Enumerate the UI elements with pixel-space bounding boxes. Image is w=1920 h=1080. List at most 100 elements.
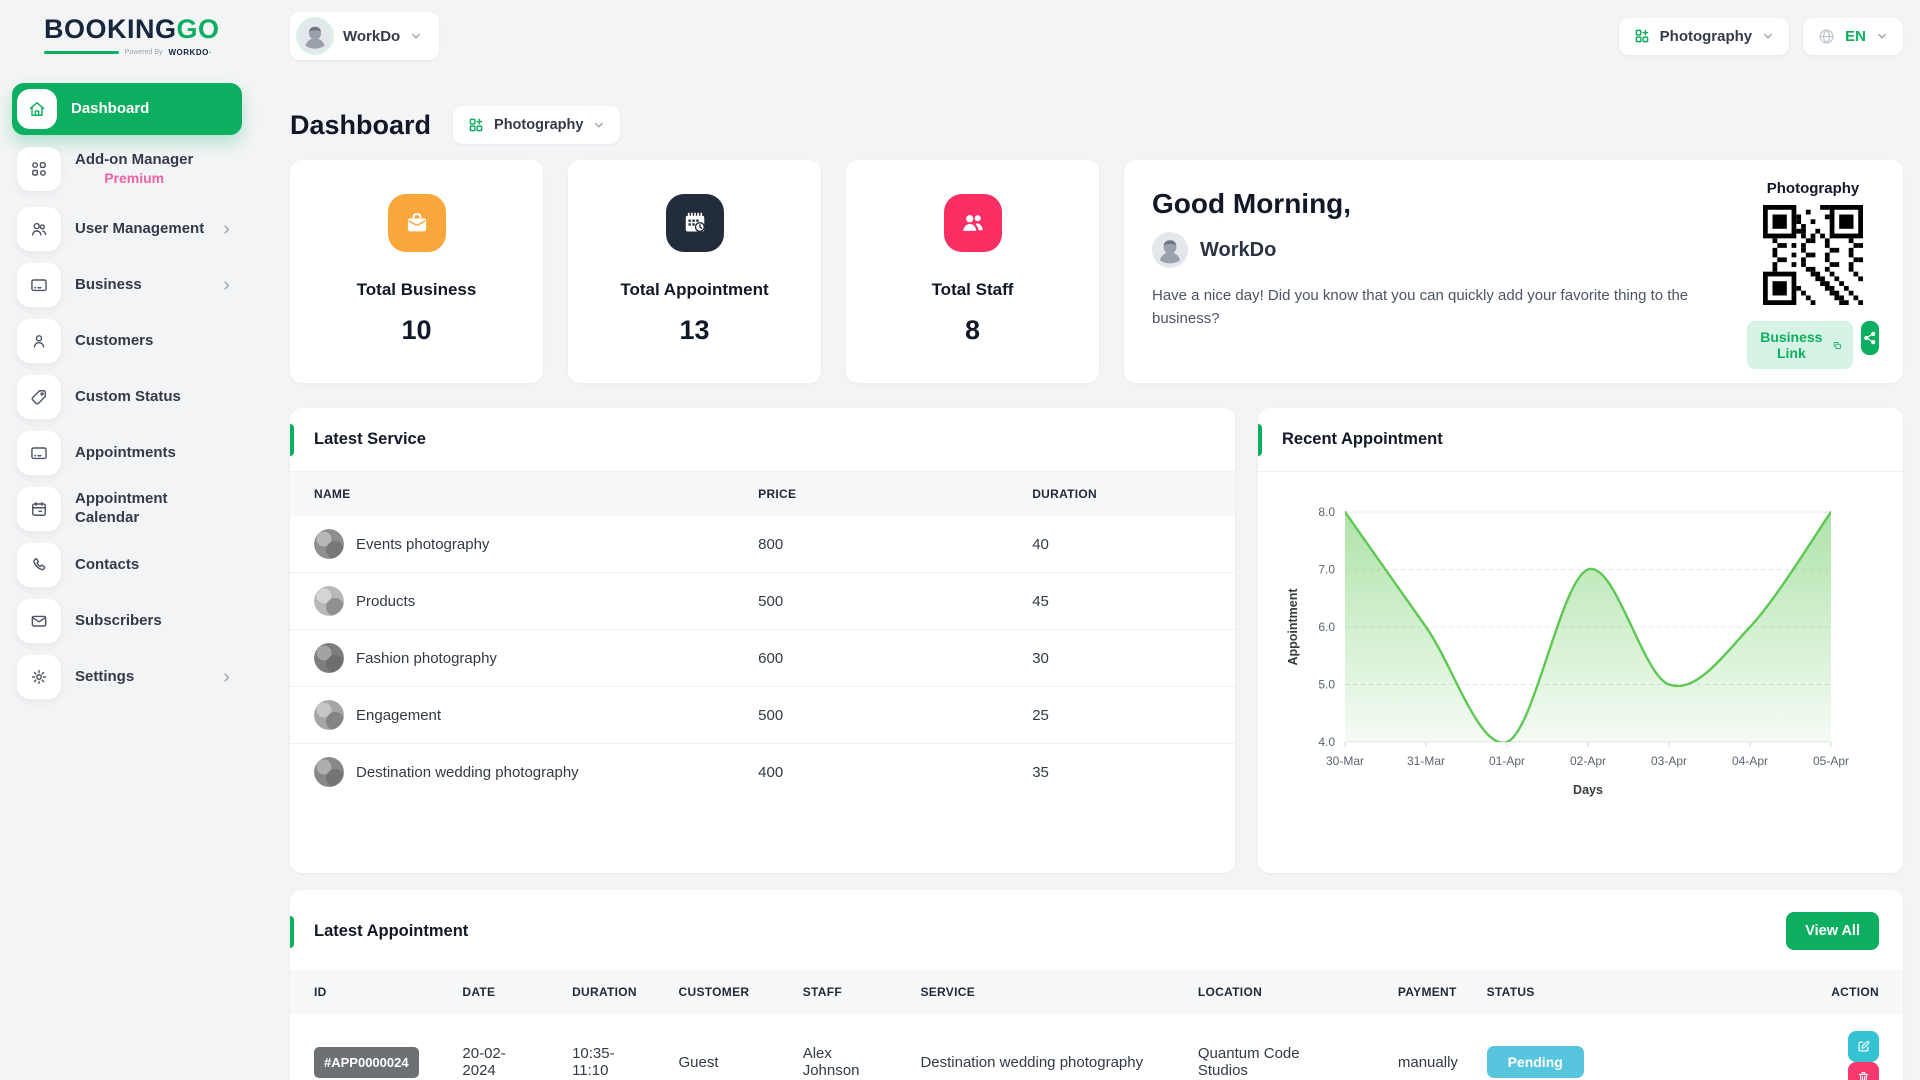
phone-icon: [17, 543, 61, 587]
chevron-down-icon: [1878, 33, 1886, 39]
brand-logo[interactable]: BOOKINGGO Powered By WORKDO·: [0, 0, 260, 57]
sidebar-item-label: Settings: [75, 667, 135, 685]
delete-button[interactable]: [1848, 1062, 1879, 1080]
business-label: Photography: [1659, 27, 1753, 45]
appointment-date: 20-02-2024: [462, 1045, 506, 1079]
sidebar-item-business[interactable]: Business: [12, 259, 242, 311]
sidebar-item-subscribers[interactable]: Subscribers: [12, 595, 242, 647]
share-icon: [1864, 331, 1876, 345]
business-link-button[interactable]: Business Link: [1747, 321, 1854, 369]
workspace-dropdown[interactable]: WorkDo: [290, 12, 440, 60]
grid-icon: [17, 147, 61, 191]
service-name: Events photography: [356, 535, 490, 553]
sidebar-item-add-on-manager[interactable]: Add-on Manager Premium: [12, 139, 242, 199]
sidebar-item-settings[interactable]: Settings: [12, 651, 242, 703]
chevron-down-icon: [595, 122, 604, 128]
language-dropdown[interactable]: EN: [1803, 17, 1903, 55]
svg-text:04-Apr: 04-Apr: [1731, 754, 1767, 768]
latest-appointment-title: Latest Appointment: [314, 921, 469, 940]
mid-row: Latest Service NAME PRICE DURATION Events …: [290, 408, 1903, 873]
chevron-down-icon: [1764, 33, 1773, 39]
sidebar-item-contacts[interactable]: Contacts: [12, 539, 242, 591]
status-badge: Pending: [1486, 1046, 1584, 1078]
chevron-right-icon: [219, 670, 234, 685]
sidebar-item-appointments[interactable]: Appointments: [12, 427, 242, 479]
appointment-col-id: ID: [290, 970, 439, 1014]
svg-text:Appointment: Appointment: [1286, 588, 1300, 666]
qr-code: [1763, 205, 1863, 305]
service-col-price: PRICE: [734, 472, 1009, 516]
bottom-row: Latest Appointment View All ID DATE DURATI…: [290, 890, 1903, 1080]
chevron-down-icon: [412, 33, 421, 39]
appointment-col-duration: DURATION: [548, 970, 655, 1014]
business-filter-dropdown[interactable]: Photography: [453, 106, 621, 144]
brand-powered-by: Powered By WORKDO·: [44, 48, 212, 57]
stat-card-total-staff: Total Staff 8: [846, 160, 1099, 383]
business-dropdown-header[interactable]: Photography: [1618, 17, 1790, 55]
latest-appointment-table: ID DATE DURATION CUSTOMER STAFF SERVICE LOCATI…: [290, 970, 1903, 1080]
service-price: 500: [734, 686, 1009, 744]
chevron-right-icon: [219, 222, 234, 237]
appointment-col-action: ACTION: [1781, 970, 1903, 1014]
edit-button[interactable]: [1848, 1031, 1879, 1062]
svg-text:01-Apr: 01-Apr: [1488, 754, 1524, 768]
sidebar-item-label: Business: [75, 275, 142, 293]
latest-service-title: Latest Service: [314, 430, 426, 448]
service-duration: 30: [1008, 629, 1235, 687]
calendar-clock-icon: [665, 194, 724, 252]
briefcase-icon: [387, 194, 446, 252]
service-duration: 40: [1008, 516, 1235, 573]
staff-icon: [943, 194, 1002, 252]
sidebar-item-user-management[interactable]: User Management: [12, 203, 242, 255]
calendar-icon: [17, 487, 61, 531]
view-all-button[interactable]: View All: [1786, 912, 1879, 950]
main-area: WorkDo Photography EN Dashboard: [260, 0, 1920, 1080]
share-button[interactable]: [1861, 321, 1879, 355]
user-avatar: [296, 17, 334, 55]
sidebar-item-label: Contacts: [75, 555, 140, 573]
brand-underline: [44, 51, 119, 54]
qr-business-label: Photography: [1766, 180, 1860, 197]
service-duration: 35: [1032, 763, 1049, 781]
sidebar-item-label: Appointments: [75, 443, 176, 461]
page-title-row: Dashboard Photography: [290, 106, 1903, 144]
sidebar-item-appointment-calendar[interactable]: Appointment Calendar: [12, 483, 242, 535]
page-title: Dashboard: [290, 109, 432, 140]
user-avatar: [1152, 232, 1188, 268]
latest-service-table: NAME PRICE DURATION Events photography 800 4…: [290, 472, 1235, 800]
gear-icon: [17, 655, 61, 699]
service-duration: 45: [1008, 572, 1235, 630]
topbar-right: Photography EN: [1618, 17, 1903, 55]
svg-text:8.0: 8.0: [1318, 505, 1335, 519]
appointment-col-status: STATUS: [1462, 970, 1782, 1014]
svg-text:30-Mar: 30-Mar: [1325, 754, 1363, 768]
appointment-staff: Alex Johnson: [802, 1045, 860, 1079]
sidebar-item-label: User Management: [75, 219, 205, 237]
greeting-message: Have a nice day! Did you know that you c…: [1152, 287, 1689, 328]
appointment-col-staff: STAFF: [778, 970, 897, 1014]
sidebar-item-custom-status[interactable]: Custom Status: [12, 371, 242, 423]
stats-row: Total Business 10 Total Appointment 13 T…: [290, 160, 1903, 383]
latest-appointment-card: Latest Appointment View All ID DATE DURATI…: [290, 890, 1903, 1080]
service-name: Destination wedding photography: [356, 763, 579, 781]
sidebar-item-dashboard[interactable]: Dashboard: [12, 83, 242, 135]
service-row: Destination wedding photography 400 35: [290, 744, 1235, 801]
sidebar-item-customers[interactable]: Customers: [12, 315, 242, 367]
greeting-user-name: WorkDo: [1200, 238, 1277, 261]
service-row: Events photography 800 40: [290, 516, 1235, 573]
content: Dashboard Photography Total Business 10 …: [260, 72, 1920, 1080]
svg-text:Days: Days: [1573, 783, 1603, 797]
svg-text:31-Mar: 31-Mar: [1406, 754, 1444, 768]
service-duration: 25: [1008, 686, 1235, 744]
sidebar-item-label: Custom Status: [75, 387, 181, 405]
appointment-area-chart: 8.0 7.0 6.0 5.0 4.0 30-Mar 31-Mar 01-Apr 02-Apr 0…: [1258, 472, 1903, 828]
mail-icon: [17, 599, 61, 643]
service-avatar: [314, 643, 344, 673]
users-icon: [17, 207, 61, 251]
workdo-brand: WORKDO·: [168, 48, 212, 57]
premium-badge: Premium: [104, 169, 165, 186]
service-col-duration: DURATION: [1008, 472, 1235, 516]
stat-card-total-business: Total Business 10: [290, 160, 543, 383]
service-price: 600: [734, 629, 1009, 687]
